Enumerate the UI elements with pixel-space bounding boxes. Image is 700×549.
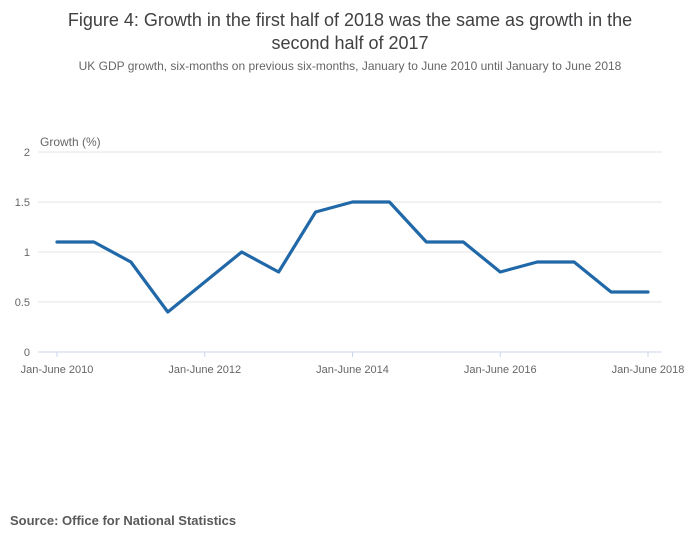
chart-title: Figure 4: Growth in the first half of 20… <box>67 10 633 53</box>
x-tick-label: Jan-June 2012 <box>168 364 241 376</box>
y-tick-label: 1.5 <box>15 197 30 209</box>
x-tick-label: Jan-June 2014 <box>316 364 389 376</box>
y-tick-label: 0.5 <box>15 297 30 309</box>
y-tick-label: 2 <box>24 147 30 159</box>
x-tick-label: Jan-June 2016 <box>464 364 537 376</box>
y-axis-title: Growth (%) <box>40 135 101 149</box>
gdp-growth-line <box>55 200 650 314</box>
x-tick-label: Jan-June 2018 <box>612 364 685 376</box>
source-note: Source: Office for National Statistics <box>10 513 237 528</box>
x-tick-label: Jan-June 2010 <box>21 364 94 376</box>
chart-subtitle: UK GDP growth, six-months on previous si… <box>78 59 622 73</box>
y-tick-label: 0 <box>24 347 30 359</box>
y-tick-label: 1 <box>24 247 30 259</box>
